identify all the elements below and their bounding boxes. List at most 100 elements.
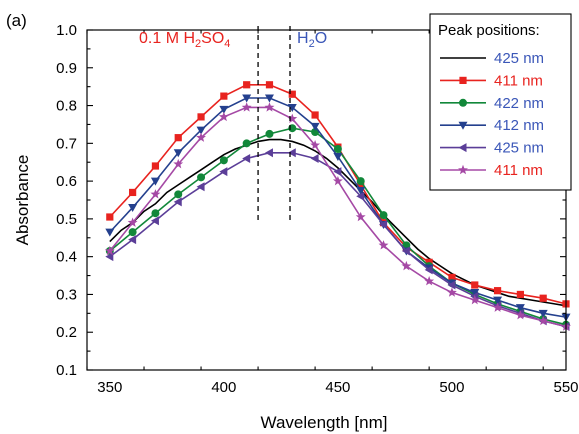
series-3-point xyxy=(151,209,160,218)
legend: Peak positions: 425 nm 411 nm 422 nm 412 nm 4… xyxy=(429,13,572,191)
series-3-point xyxy=(333,145,342,153)
series-2-point xyxy=(265,81,274,89)
series-5-point xyxy=(196,182,205,192)
series-5-point xyxy=(310,153,319,163)
series-4-point xyxy=(242,94,252,103)
x-tick-label: 350 xyxy=(97,379,122,396)
series-3-point xyxy=(379,211,388,220)
legend-entry-5: 425 nm xyxy=(440,140,544,157)
series-6-point xyxy=(378,240,389,250)
series-5-point xyxy=(401,246,410,256)
legend-swatch-marker xyxy=(459,98,467,107)
series-2-point xyxy=(174,134,182,142)
x-tick-label: 450 xyxy=(325,379,350,396)
series-2-point xyxy=(243,81,251,89)
series-6-point xyxy=(104,245,115,256)
series-2-point xyxy=(106,213,114,221)
y-tick-label: 0.1 xyxy=(56,362,77,379)
series-2-point xyxy=(516,290,524,299)
series-3-point xyxy=(402,241,411,250)
series-2-point xyxy=(539,294,547,302)
series-2-point xyxy=(288,90,296,98)
series-6-point xyxy=(424,276,435,286)
x-tick-label: 500 xyxy=(439,379,464,396)
series-4-point xyxy=(515,304,525,313)
series-5-point xyxy=(219,167,228,177)
series-5-point xyxy=(128,235,137,245)
legend-label: 411 nm xyxy=(494,72,543,89)
annotation-h2o: H2O xyxy=(297,30,327,50)
series-6-point xyxy=(218,111,229,122)
series-4-point xyxy=(173,149,183,158)
series-4-point xyxy=(128,204,138,213)
series-5-point xyxy=(173,197,182,207)
series-2-point xyxy=(471,281,479,289)
legend-entry-4: 412 nm xyxy=(440,117,544,134)
series-6 xyxy=(104,102,571,331)
series-6-point xyxy=(401,260,412,271)
series-6-point xyxy=(150,189,161,199)
series-5-point xyxy=(356,191,365,201)
panel-label: (a) xyxy=(6,11,27,30)
legend-label: 411 nm xyxy=(494,162,543,179)
series-5-point xyxy=(105,252,114,262)
series-6-point xyxy=(173,158,184,169)
series-6-point xyxy=(492,302,503,312)
series-3-point xyxy=(356,177,365,186)
series-5-point xyxy=(447,280,456,290)
legend-swatch-marker xyxy=(458,121,468,130)
series-6-point xyxy=(515,310,526,320)
series-4-point xyxy=(264,94,274,103)
series-4-point xyxy=(333,153,343,162)
y-tick-label: 0.3 xyxy=(56,286,77,303)
legend-entry-2: 411 nm xyxy=(440,72,543,89)
series-4-point xyxy=(538,309,548,318)
series-5-point xyxy=(424,265,433,275)
series-6-point xyxy=(287,113,298,123)
series-5-point xyxy=(379,220,388,230)
axes: 350 400 450 500 550 0.1 0.2 0.3 0.4 0.5 0.6 0.7 0.8 0… xyxy=(56,22,578,396)
series-4-point xyxy=(470,289,480,298)
series-6-point xyxy=(332,175,343,186)
y-tick-label: 0.8 xyxy=(56,98,77,115)
series-1 xyxy=(109,138,567,307)
annotation-h2so4: 0.1 M H2SO4 xyxy=(139,30,230,50)
series-4-point xyxy=(310,122,320,131)
annotations: 0.1 M H2SO4 H2O xyxy=(139,26,327,222)
y-axis-title: Absorbance xyxy=(13,155,32,246)
series-1-line xyxy=(109,138,567,307)
series-4-point xyxy=(219,105,229,114)
series-2-point xyxy=(311,111,319,119)
y-tick-label: 0.9 xyxy=(56,60,77,77)
series-2-point xyxy=(448,273,456,282)
series-2-point xyxy=(129,188,137,197)
legend-label: 422 nm xyxy=(494,95,544,112)
series-3-point xyxy=(174,190,183,199)
series-3-point xyxy=(128,228,137,237)
legend-entry-1: 425 nm xyxy=(440,50,544,67)
y-tick-label: 1.0 xyxy=(56,22,77,39)
series-2-point xyxy=(220,92,228,100)
series-5-point xyxy=(287,148,296,158)
x-axis-title: Wavelength [nm] xyxy=(261,413,388,432)
y-tick-label: 0.5 xyxy=(56,211,77,228)
series-3-point xyxy=(242,139,251,148)
series-3-point xyxy=(197,173,206,182)
x-tick-label: 550 xyxy=(553,379,578,396)
series-5-point xyxy=(150,216,159,226)
series-6-point xyxy=(264,102,275,112)
plot-area xyxy=(104,81,571,332)
series-4-point xyxy=(287,103,297,112)
series-6-point xyxy=(196,132,206,142)
y-tick-label: 0.2 xyxy=(56,324,77,341)
y-tick-label: 0.6 xyxy=(56,173,77,190)
series-2-point xyxy=(151,162,160,170)
y-tick-label: 0.4 xyxy=(56,249,77,266)
series-6-point xyxy=(310,140,321,150)
series-3-point xyxy=(265,129,274,138)
legend-entry-3: 422 nm xyxy=(440,95,544,112)
series-5-point xyxy=(242,153,251,163)
series-4-point xyxy=(493,296,503,305)
series-2-point xyxy=(197,113,205,121)
legend-entry-6: 411 nm xyxy=(440,162,543,179)
